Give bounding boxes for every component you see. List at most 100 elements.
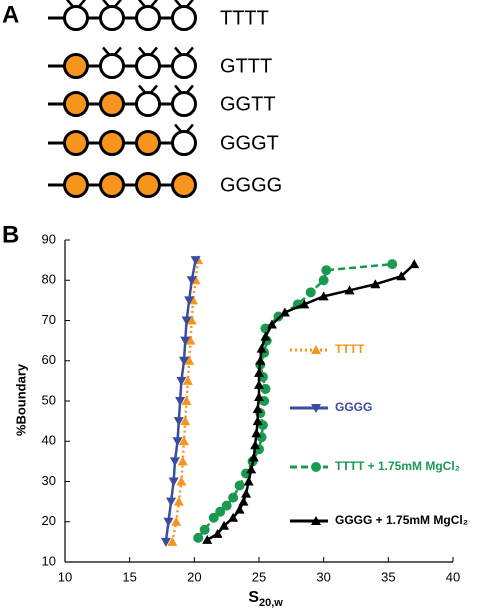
marker <box>173 496 184 506</box>
base-arm <box>174 84 182 94</box>
marker <box>182 375 193 385</box>
marker <box>254 367 264 377</box>
marker <box>185 335 196 345</box>
marker <box>238 496 249 506</box>
series-line <box>206 263 416 541</box>
marker <box>252 404 263 414</box>
marker <box>299 299 310 309</box>
nucleotide <box>171 172 197 198</box>
base-arm <box>150 46 158 56</box>
y-tick-label: 40 <box>42 433 56 448</box>
marker <box>167 536 178 546</box>
legend-label: GGGG + 1.75mM MgCl₂ <box>335 513 468 527</box>
nucleotide <box>135 53 161 79</box>
panel-label: A <box>2 1 19 28</box>
y-tick-label: 10 <box>42 553 56 568</box>
marker <box>311 462 321 472</box>
x-tick-label: 20 <box>187 569 201 584</box>
marker <box>241 488 252 498</box>
marker <box>311 345 321 354</box>
base-arm <box>78 0 86 8</box>
marker <box>256 343 267 353</box>
marker <box>266 319 277 329</box>
marker <box>321 265 332 276</box>
sequence-label: GGTT <box>220 93 276 115</box>
base-arm <box>66 0 74 8</box>
marker <box>318 275 329 286</box>
marker <box>260 383 271 394</box>
marker <box>178 356 189 366</box>
marker <box>246 464 257 474</box>
marker <box>318 291 329 301</box>
marker <box>254 379 264 389</box>
y-tick-label: 30 <box>42 473 56 488</box>
base-arm <box>138 84 146 94</box>
x-tick-label: 25 <box>252 569 266 584</box>
marker <box>254 391 264 401</box>
x-tick-label: 15 <box>122 569 136 584</box>
legend-label: GGGG <box>335 400 372 414</box>
base-arm <box>102 46 110 56</box>
nucleotide <box>99 91 125 117</box>
x-tick-label: 35 <box>381 569 395 584</box>
marker <box>305 287 316 298</box>
marker <box>273 311 284 322</box>
marker <box>176 376 187 386</box>
x-tick-label: 40 <box>446 569 460 584</box>
nucleotide <box>99 5 125 31</box>
nucleotide <box>63 5 89 31</box>
nucleotide <box>63 91 89 117</box>
marker <box>221 500 232 511</box>
marker <box>163 517 174 527</box>
marker <box>243 476 254 486</box>
nucleotide <box>63 172 89 198</box>
nucleotide <box>135 172 161 198</box>
sequence-label: TTTT <box>220 7 269 29</box>
marker <box>166 497 177 507</box>
nucleotide <box>171 5 197 31</box>
marker <box>250 440 261 450</box>
marker <box>184 296 195 306</box>
marker <box>260 331 271 341</box>
marker <box>175 397 186 406</box>
base-arm <box>174 123 182 133</box>
marker <box>344 285 355 295</box>
nucleotide <box>171 130 197 156</box>
marker <box>180 416 191 426</box>
marker <box>178 436 189 446</box>
marker <box>186 276 197 286</box>
base-arm <box>138 0 146 8</box>
base-arm <box>174 46 182 56</box>
x-tick-label: 30 <box>316 569 330 584</box>
marker <box>234 480 245 491</box>
marker <box>311 404 321 413</box>
nucleotide <box>135 130 161 156</box>
marker <box>255 355 266 365</box>
marker <box>252 416 263 426</box>
base-arm <box>186 0 194 8</box>
y-tick-label: 70 <box>42 312 56 327</box>
y-tick-label: 60 <box>42 352 56 367</box>
marker <box>234 504 245 514</box>
sequence-label: GTTT <box>220 55 272 77</box>
marker <box>180 336 191 346</box>
base-arm <box>150 84 158 94</box>
base-arm <box>186 123 194 133</box>
marker <box>387 259 398 270</box>
sequence-label: GGGT <box>220 132 279 154</box>
marker <box>311 516 321 525</box>
marker <box>219 520 230 530</box>
marker <box>169 457 180 467</box>
marker <box>160 537 171 547</box>
marker <box>193 532 204 543</box>
marker <box>228 512 239 522</box>
legend-label: TTTT <box>335 342 365 356</box>
marker <box>202 534 213 544</box>
y-tick-label: 90 <box>42 231 56 246</box>
marker <box>181 396 192 405</box>
nucleotide <box>171 91 197 117</box>
y-axis-label: %Boundary <box>13 363 28 436</box>
marker <box>186 315 197 325</box>
